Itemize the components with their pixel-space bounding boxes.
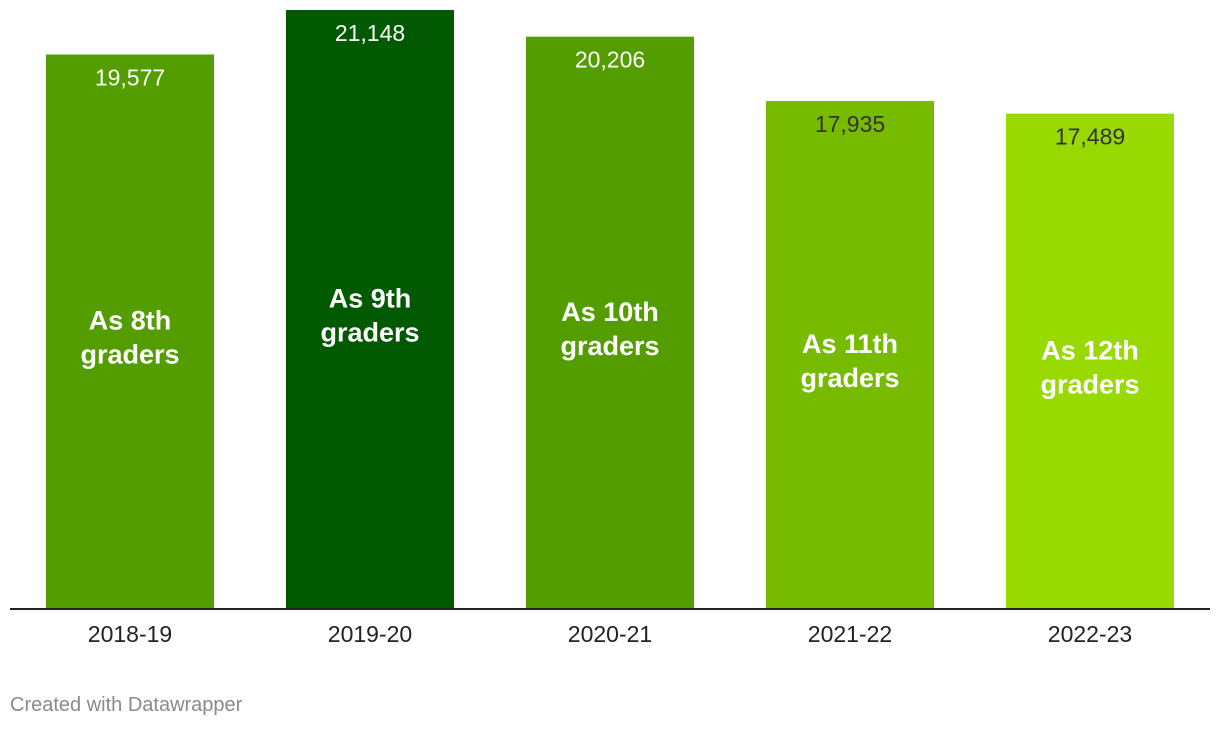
bar-2018-19 xyxy=(46,54,214,609)
x-tick-label-2021-22: 2021-22 xyxy=(808,621,892,647)
value-label-2022-23: 17,489 xyxy=(1055,124,1125,150)
bar-label-2019-20-line-1: As 9th xyxy=(329,284,412,314)
bar-label-2019-20-line-2: graders xyxy=(320,318,419,348)
credit-text: Created with Datawrapper xyxy=(10,694,243,716)
x-tick-label-2022-23: 2022-23 xyxy=(1048,621,1132,647)
bar-label-2022-23-line-1: As 12th xyxy=(1041,335,1139,365)
bar-label-2020-21-line-2: graders xyxy=(560,331,659,361)
value-label-2018-19: 19,577 xyxy=(95,64,165,90)
bar-2021-22 xyxy=(766,101,934,610)
x-axis-ticks: 2018-19 2019-20 2020-21 2021-22 2022-23 xyxy=(88,621,1132,647)
x-tick-label-2020-21: 2020-21 xyxy=(568,621,652,647)
value-label-2019-20: 21,148 xyxy=(335,20,405,46)
bar-2019-20 xyxy=(286,10,454,609)
bar-label-2020-21-line-1: As 10th xyxy=(561,297,659,327)
bars: 19,577 As 8th graders 21,148 As 9th graders 20… xyxy=(46,10,1174,610)
bar-label-2021-22-line-2: graders xyxy=(800,363,899,393)
value-label-2021-22: 17,935 xyxy=(815,111,885,137)
bar-2022-23 xyxy=(1006,113,1174,609)
value-label-2020-21: 20,206 xyxy=(575,47,645,73)
x-tick-label-2018-19: 2018-19 xyxy=(88,621,172,647)
x-tick-label-2019-20: 2019-20 xyxy=(328,621,412,647)
bar-label-2021-22-line-1: As 11th xyxy=(802,329,898,359)
bar-label-2018-19-line-2: graders xyxy=(80,340,179,370)
bar-label-2022-23-line-2: graders xyxy=(1040,369,1139,399)
bar-2020-21 xyxy=(526,36,694,609)
bar-label-2018-19-line-1: As 8th xyxy=(89,306,172,336)
